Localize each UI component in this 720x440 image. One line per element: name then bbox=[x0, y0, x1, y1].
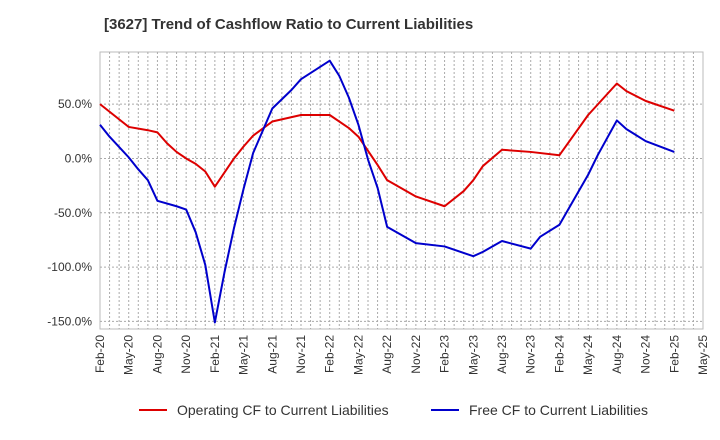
x-tick-label: Nov-23 bbox=[524, 335, 538, 374]
x-tick-label: Feb-23 bbox=[438, 335, 452, 373]
x-tick-label: Aug-24 bbox=[610, 335, 624, 374]
x-tick-label: May-22 bbox=[351, 335, 365, 375]
x-axis-ticks: Feb-20 May-20 Aug-20 Nov-20 Feb-21 May-21 Aug-… bbox=[93, 335, 710, 375]
legend-label-operating-cf: Operating CF to Current Liabilities bbox=[177, 402, 389, 418]
x-tick-label: May-21 bbox=[237, 335, 251, 375]
x-tick-label: Aug-21 bbox=[265, 335, 279, 374]
x-tick-label: Nov-22 bbox=[409, 335, 423, 374]
x-tick-label: Feb-24 bbox=[552, 335, 566, 373]
x-tick-label: Aug-22 bbox=[380, 335, 394, 374]
legend-item-operating-cf: Operating CF to Current Liabilities bbox=[139, 402, 389, 418]
x-tick-label: Aug-20 bbox=[150, 335, 164, 374]
x-tick-label: May-20 bbox=[122, 335, 136, 375]
legend-swatch-operating-cf bbox=[139, 409, 167, 411]
x-tick-label: Feb-25 bbox=[667, 335, 681, 373]
y-axis-ticks: 50.0% 0.0% -50.0% -100.0% -150.0% bbox=[47, 97, 92, 328]
x-tick-label: Nov-21 bbox=[294, 335, 308, 374]
y-tick-label: -100.0% bbox=[47, 260, 92, 274]
series-line-free-cf-to-current-liabilities bbox=[99, 59, 675, 324]
chart: 50.0% 0.0% -50.0% -100.0% -150.0% Feb-20 May-… bbox=[47, 51, 710, 375]
legend-swatch-free-cf bbox=[431, 409, 459, 411]
y-tick-label: 50.0% bbox=[58, 97, 92, 111]
legend: Operating CF to Current Liabilities Free… bbox=[0, 402, 720, 428]
x-tick-label: Feb-20 bbox=[93, 335, 107, 373]
legend-item-free-cf: Free CF to Current Liabilities bbox=[431, 402, 648, 418]
plot-area bbox=[99, 51, 704, 330]
series-lines bbox=[99, 59, 675, 324]
series-line-operating-cf-to-current-liabilities bbox=[99, 82, 675, 208]
y-tick-label: -50.0% bbox=[54, 206, 92, 220]
x-tick-label: Feb-21 bbox=[208, 335, 222, 373]
x-tick-label: May-23 bbox=[466, 335, 480, 375]
x-tick-label: Nov-24 bbox=[639, 335, 653, 374]
y-tick-label: -150.0% bbox=[47, 314, 92, 328]
x-tick-label: Aug-23 bbox=[495, 335, 509, 374]
x-tick-label: Nov-20 bbox=[179, 335, 193, 374]
grid-lines bbox=[100, 52, 703, 329]
x-tick-label: Feb-22 bbox=[323, 335, 337, 373]
legend-label-free-cf: Free CF to Current Liabilities bbox=[469, 402, 648, 418]
x-tick-label: May-25 bbox=[696, 335, 710, 375]
y-tick-label: 0.0% bbox=[65, 151, 93, 165]
x-tick-label: May-24 bbox=[581, 335, 595, 375]
chart-title: [3627] Trend of Cashflow Ratio to Curren… bbox=[104, 16, 474, 33]
